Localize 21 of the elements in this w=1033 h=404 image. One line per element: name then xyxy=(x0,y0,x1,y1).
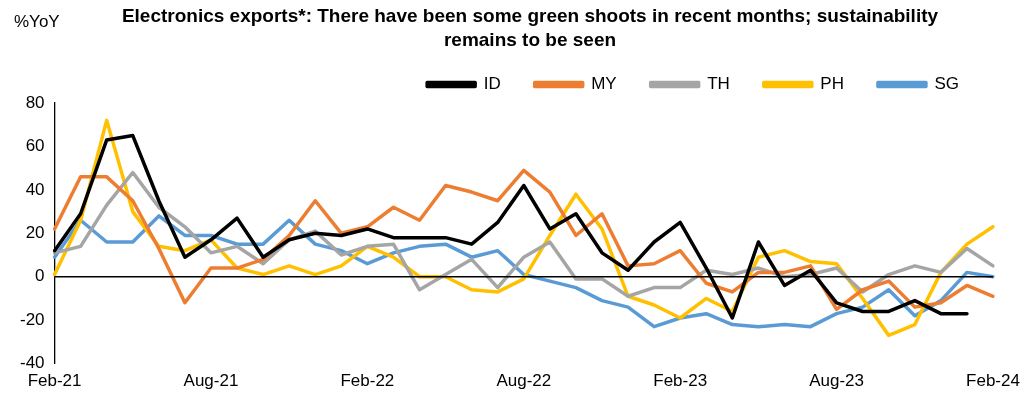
x-tick-label: Aug-22 xyxy=(496,371,552,391)
x-tick-label: Feb-22 xyxy=(340,371,395,391)
legend-label: SG xyxy=(934,74,959,94)
chart-title: Electronics exports*: There have been some green shoots in recent months; sustainability remains to be seen xyxy=(120,4,940,52)
y-tick-label: 20 xyxy=(25,222,45,242)
x-tick-label: Feb-24 xyxy=(966,371,1020,391)
x-tick-label: Feb-23 xyxy=(653,371,708,391)
y-axis-title: %YoY xyxy=(14,12,60,32)
x-tick-label: Aug-21 xyxy=(183,371,239,391)
legend-label: ID xyxy=(483,74,501,94)
y-tick-label: -40 xyxy=(19,353,45,373)
y-tick-label: -20 xyxy=(19,309,45,329)
legend-label: MY xyxy=(591,74,617,94)
y-tick-label: 0 xyxy=(35,266,45,286)
y-tick-label: 80 xyxy=(25,92,45,112)
legend-label: TH xyxy=(707,74,730,94)
legend-label: PH xyxy=(820,74,844,94)
x-tick-label: Aug-23 xyxy=(809,371,865,391)
x-tick-label: Feb-21 xyxy=(27,371,82,391)
y-tick-label: 60 xyxy=(25,136,45,156)
y-tick-label: 40 xyxy=(25,179,45,199)
